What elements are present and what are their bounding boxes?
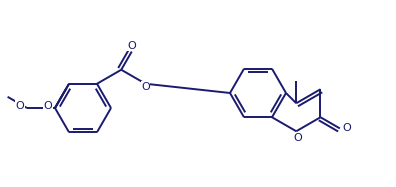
Text: O: O: [44, 101, 52, 111]
Text: O: O: [128, 41, 136, 50]
Text: O: O: [294, 133, 303, 143]
Text: O: O: [141, 82, 150, 92]
Text: O: O: [15, 101, 25, 111]
Text: O: O: [343, 123, 351, 134]
